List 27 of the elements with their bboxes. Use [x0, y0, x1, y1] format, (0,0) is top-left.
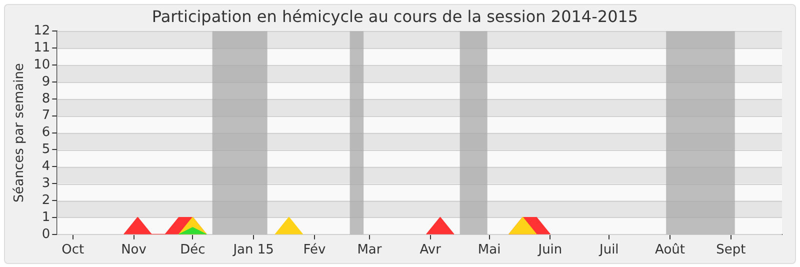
x-tick-label: Juin [537, 242, 562, 258]
y-tick-label: 1 [42, 210, 50, 225]
chart-title: Participation en hémicycle au cours de la session 2014-2015 [152, 6, 638, 26]
x-tick-label: Oct [62, 242, 84, 258]
y-tick-label: 9 [42, 74, 50, 90]
x-tick-label: Fév [303, 242, 326, 258]
y-tick-label: 0 [42, 226, 50, 242]
y-tick-label: 6 [42, 125, 50, 140]
x-tick-label: Sept [716, 242, 746, 258]
x-tick-label: Déc [180, 242, 206, 258]
y-axis-title: Séances par semaine [12, 63, 28, 203]
y-tick-label: 5 [42, 142, 50, 158]
x-tick-label: Avr [420, 242, 442, 258]
y-tick-label: 12 [34, 24, 50, 39]
x-tick-label: Août [655, 242, 686, 258]
x-tick-label: Jan 15 [232, 242, 274, 258]
x-tick-label: Mar [357, 242, 382, 258]
y-tick-label: 2 [42, 192, 50, 208]
x-tick-label: Nov [121, 242, 147, 258]
x-tick-label: Mai [478, 242, 501, 258]
y-tick-label: 7 [42, 108, 50, 124]
y-tick-label: 3 [42, 176, 50, 191]
y-tick-label: 11 [34, 40, 50, 56]
y-tick-label: 4 [42, 159, 50, 174]
x-tick-label: Juil [598, 242, 619, 258]
y-tick-label: 8 [42, 91, 50, 106]
y-tick-label: 10 [34, 57, 50, 72]
